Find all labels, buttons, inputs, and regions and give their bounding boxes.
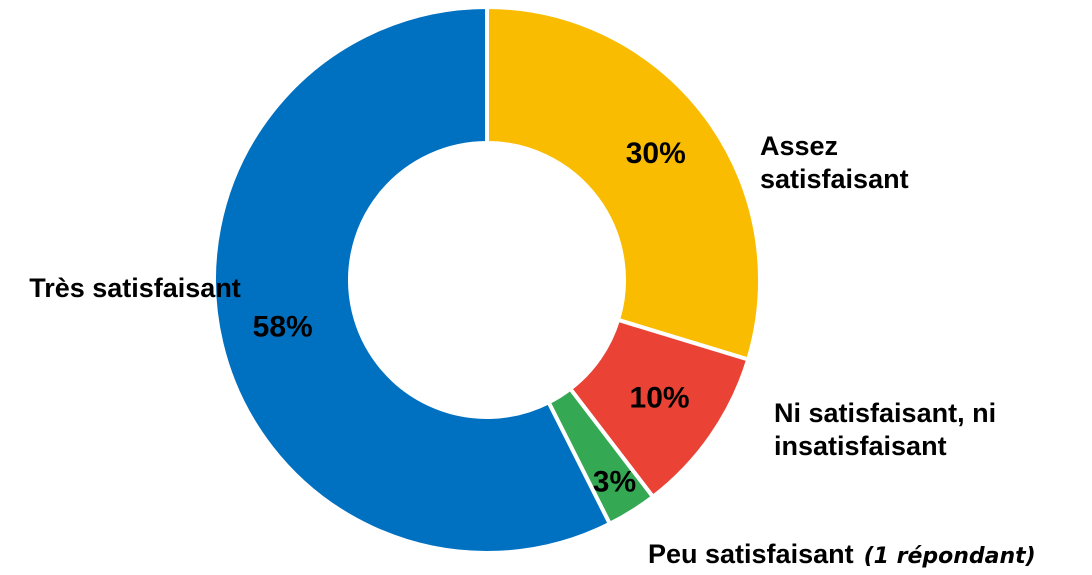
value-label: 58% (253, 310, 313, 343)
category-label: Assez satisfaisant (760, 131, 909, 194)
donut-segment (212, 4, 613, 555)
category-label-row: Peu satisfaisant (1 répondant) (648, 538, 1092, 573)
value-label: 3% (593, 465, 636, 498)
annotation: (1 répondant) (863, 544, 1036, 569)
value-label: 10% (630, 382, 690, 415)
category-label: Peu satisfaisant (648, 539, 854, 569)
category-label: Très satisfaisant (29, 273, 241, 303)
category-label: Ni satisfaisant, ni insatisfaisant (774, 398, 997, 461)
value-label: 30% (626, 137, 686, 170)
donut-segment (485, 4, 762, 362)
